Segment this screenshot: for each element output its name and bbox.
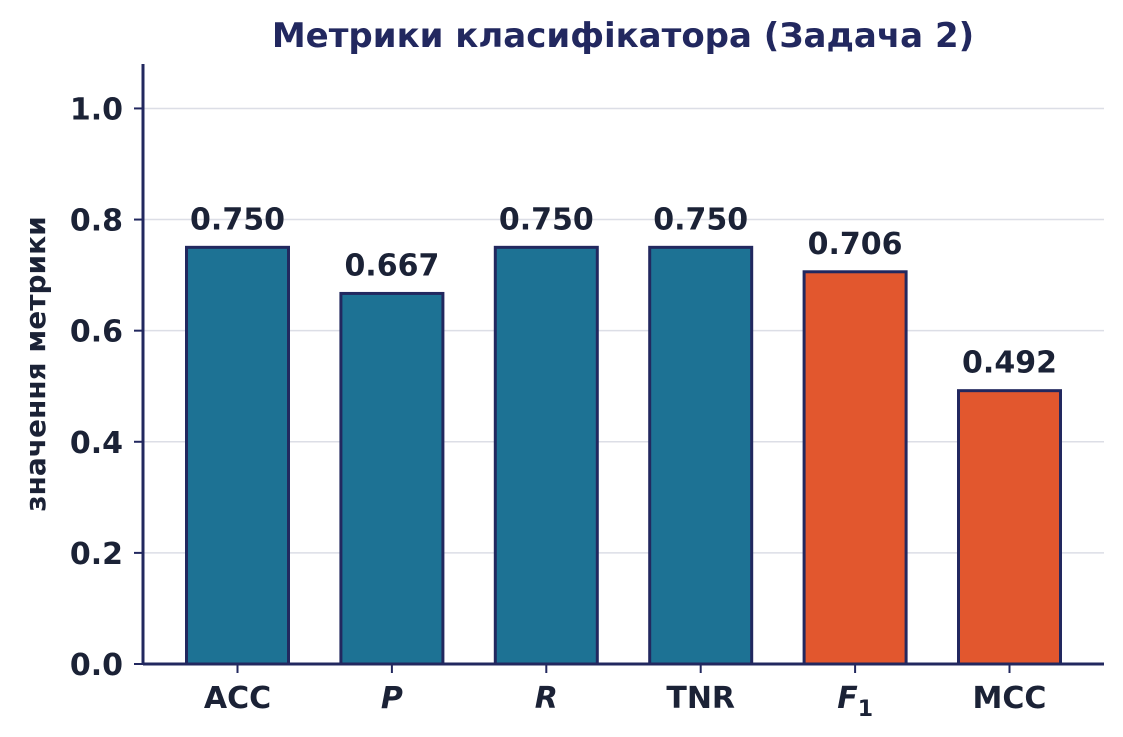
bars — [185, 245, 1062, 666]
y-tick-label: 0.6 — [70, 315, 123, 350]
x-tick-label: P — [381, 681, 403, 716]
y-tick-label: 0.4 — [70, 426, 123, 461]
bar — [185, 245, 290, 666]
x-ticks: ACC P R TNR F1 MCC — [204, 664, 1047, 722]
bar — [648, 245, 754, 666]
bar-value-label: 0.492 — [962, 346, 1057, 381]
bar-value-label: 0.667 — [344, 248, 439, 283]
chart-title: Метрики класифікатора (Задача 2) — [272, 16, 974, 56]
y-axis-label: значення метрики — [19, 216, 52, 512]
bar-value-label: 0.750 — [653, 202, 748, 237]
y-tick-label: 0.0 — [70, 648, 123, 683]
y-tick-label: 0.2 — [70, 537, 123, 572]
x-tick-label: R — [535, 681, 558, 716]
bar — [957, 389, 1062, 666]
bar — [339, 291, 445, 666]
y-tick-label: 0.8 — [70, 204, 123, 239]
y-tick-label: 1.0 — [70, 92, 123, 127]
x-tick-label: TNR — [666, 681, 735, 716]
x-tick-label: MCC — [973, 681, 1047, 716]
x-tick-label: ACC — [204, 681, 271, 716]
x-tick-label: F1 — [837, 681, 873, 722]
bar-value-label: 0.750 — [190, 202, 285, 237]
y-ticks: 0.0 0.2 0.4 0.6 0.8 1.0 — [70, 92, 143, 683]
bar — [802, 270, 908, 666]
axes — [141, 64, 1104, 666]
bar-value-label: 0.750 — [499, 202, 594, 237]
value-labels: 0.750 0.667 0.750 0.750 0.706 0.492 — [190, 202, 1057, 380]
bar — [493, 245, 599, 666]
grid-lines — [143, 107, 1104, 554]
bar-value-label: 0.706 — [808, 227, 903, 262]
